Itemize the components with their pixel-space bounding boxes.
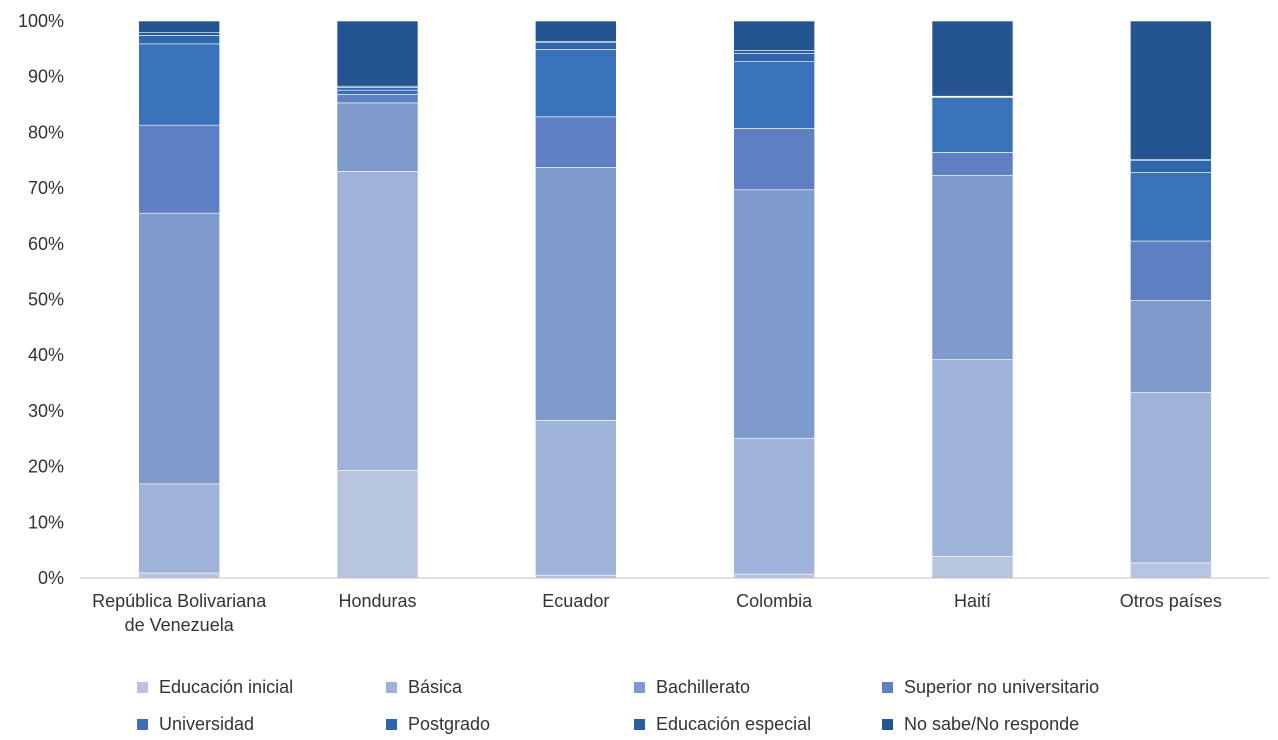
y-tick-label: 40% <box>28 345 64 365</box>
bar-segment <box>336 20 419 87</box>
y-tick-label: 50% <box>28 290 64 310</box>
bar-stack <box>535 20 617 579</box>
bar-segment <box>931 174 1014 360</box>
legend-item: Superior no universitario <box>882 677 1099 697</box>
x-category-label: Ecuador <box>542 591 609 611</box>
bar-stack <box>336 20 419 579</box>
legend-label: Postgrado <box>408 714 490 734</box>
legend: Educación inicial Básica Bachillerato Super… <box>137 677 1099 734</box>
bar-segment <box>138 32 220 36</box>
bar-segment <box>138 35 220 45</box>
y-tick-label: 0% <box>38 568 64 588</box>
y-tick-label: 10% <box>28 512 64 532</box>
bar-segment <box>535 116 617 168</box>
legend-swatch <box>137 719 148 730</box>
bar-segment <box>535 167 617 421</box>
x-category-label: de Venezuela <box>125 615 235 635</box>
legend-label: Educación inicial <box>159 677 293 697</box>
bar-segment <box>138 43 220 126</box>
bar-segment <box>535 420 617 576</box>
legend-label: Universidad <box>159 714 254 734</box>
bar-segment <box>336 171 419 471</box>
bar-segment <box>138 572 220 579</box>
x-category-label: República Bolivariana <box>92 591 267 611</box>
bar-segment <box>733 189 815 439</box>
bar-segment <box>733 61 815 129</box>
legend-label: Superior no universitario <box>904 677 1099 697</box>
y-tick-label: 70% <box>28 178 64 198</box>
legend-item: No sabe/No responde <box>882 714 1079 734</box>
bar-segment <box>931 555 1014 579</box>
y-tick-label: 100% <box>18 11 64 31</box>
bar-segment <box>138 124 220 214</box>
legend-item: Educación especial <box>634 714 811 734</box>
bar-segment <box>535 42 617 50</box>
legend-item: Educación inicial <box>137 677 293 697</box>
bar-segment <box>336 470 419 579</box>
legend-item: Básica <box>386 677 463 697</box>
y-tick-label: 60% <box>28 234 64 254</box>
bar-segment <box>1130 172 1212 242</box>
legend-label: No sabe/No responde <box>904 714 1079 734</box>
y-tick-label: 30% <box>28 401 64 421</box>
bar-segment <box>336 89 419 95</box>
bar-segment <box>535 20 617 42</box>
x-axis: República Bolivariana de Venezuela Hondura… <box>92 591 1222 635</box>
bar-segment <box>1130 562 1212 579</box>
y-tick-label: 20% <box>28 457 64 477</box>
bar-segment <box>336 94 419 104</box>
legend-label: Bachillerato <box>656 677 750 697</box>
legend-swatch <box>634 682 645 693</box>
bar-segment <box>733 437 815 575</box>
legend-item: Postgrado <box>386 714 490 734</box>
bar-segment <box>931 359 1014 557</box>
x-category-label: Haití <box>954 591 991 611</box>
bar-segment <box>931 97 1014 153</box>
legend-item: Bachillerato <box>634 677 750 697</box>
bar-stack <box>931 20 1014 579</box>
y-tick-label: 80% <box>28 122 64 142</box>
bar-segment <box>931 152 1014 176</box>
bar-segment <box>138 212 220 485</box>
x-category-label: Colombia <box>736 591 813 611</box>
bar-segment <box>1130 300 1212 393</box>
legend-item: Universidad <box>137 714 254 734</box>
legend-swatch <box>386 719 397 730</box>
bar-segment <box>138 483 220 574</box>
x-category-label: Otros países <box>1120 591 1222 611</box>
bar-segment <box>336 86 419 91</box>
legend-label: Educación especial <box>656 714 811 734</box>
bar-segment <box>733 50 815 54</box>
legend-swatch <box>634 719 645 730</box>
y-tick-label: 90% <box>28 67 64 87</box>
bar-segment <box>138 20 220 33</box>
bar-stack <box>1130 20 1212 579</box>
bar-segment <box>1130 20 1212 160</box>
bar-segment <box>733 573 815 579</box>
bar-segment <box>1130 159 1212 173</box>
legend-swatch <box>882 719 893 730</box>
bar-segment <box>535 49 617 118</box>
bar-stack <box>138 20 220 579</box>
bar-segment <box>931 20 1014 97</box>
legend-swatch <box>882 682 893 693</box>
bar-segment <box>1130 240 1212 301</box>
bar-segment <box>1130 392 1212 564</box>
y-axis: 0% 10% 20% 30% 40% 50% 60% 70% 80% 90% 100% <box>18 11 64 588</box>
bar-segment <box>336 102 419 172</box>
bar-segment <box>733 53 815 62</box>
x-category-label: Honduras <box>338 591 416 611</box>
legend-label: Básica <box>408 677 463 697</box>
bar-segment <box>733 128 815 191</box>
legend-swatch <box>137 682 148 693</box>
bar-segment <box>733 20 815 51</box>
legend-swatch <box>386 682 397 693</box>
bar-stack <box>733 20 815 579</box>
bars <box>138 20 1212 579</box>
